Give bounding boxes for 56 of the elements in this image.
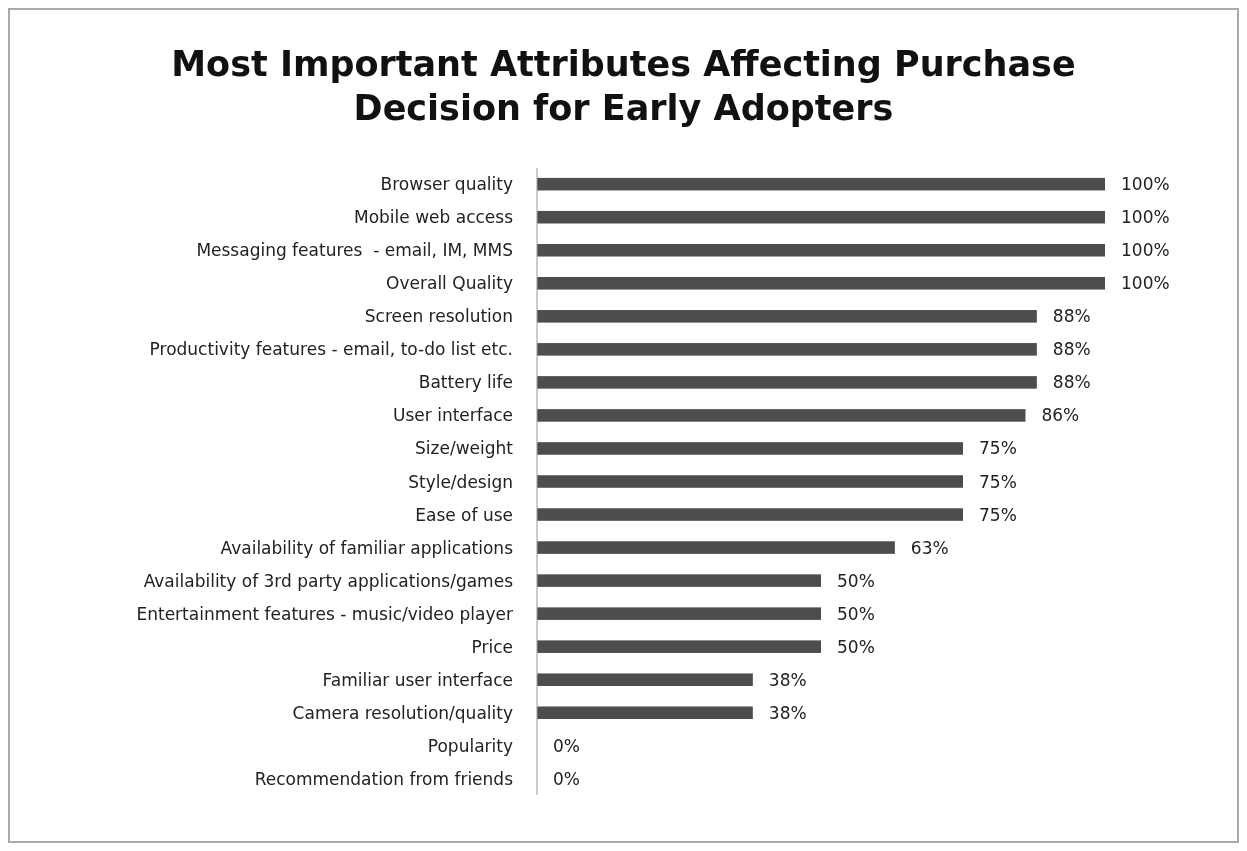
y-tick-label: Productivity features - email, to-do list etc. [149,339,513,360]
data-label: 75% [979,471,1017,492]
data-label: 100% [1121,207,1170,228]
bar [537,376,1037,389]
data-label: 75% [979,504,1017,525]
bar [537,574,821,587]
y-tick-label: Camera resolution/quality [292,702,513,723]
y-tick-label: Messaging features - email, IM, MMS [196,240,513,261]
bar [537,508,963,521]
y-tick-label: Entertainment features - music/video player [136,603,514,624]
y-tick-label: Overall Quality [386,273,513,294]
y-tick-label: Popularity [427,735,513,756]
data-label: 38% [768,669,807,690]
bar [537,343,1037,356]
y-tick-label: Price [471,636,513,657]
data-label: 100% [1121,174,1170,195]
y-tick-label: Browser quality [380,174,513,195]
y-tick-label: Availability of familiar applications [220,537,514,558]
y-tick-label: Familiar user interface [322,669,513,690]
data-label: 50% [837,636,875,657]
bar [537,673,753,686]
y-tick-label: User interface [393,405,513,426]
bar [537,442,963,455]
y-tick-label: Recommendation from friends [254,768,514,789]
data-label: 88% [1052,339,1091,360]
bar [537,177,1105,191]
data-label: 0% [553,768,580,789]
data-label: 50% [837,570,875,591]
bar [537,706,753,720]
y-tick-label: Availability of 3rd party applications/games [143,570,514,591]
y-tick-label: Mobile web access [353,207,514,228]
data-label: 38% [768,702,807,723]
data-label: 100% [1121,273,1170,294]
bar [537,409,1026,422]
data-label: 50% [837,603,875,624]
data-label: 86% [1041,405,1080,426]
bar [537,243,1105,257]
y-tick-label: Screen resolution [364,306,513,327]
bar [537,310,1037,323]
y-tick-label: Battery life [418,372,513,393]
data-label: 63% [910,537,949,558]
bar [537,640,821,653]
y-tick-label: Size/weight [415,438,514,459]
bar [537,607,821,620]
data-label: 88% [1052,372,1091,393]
data-label: 75% [979,438,1017,459]
data-label: 0% [553,735,580,756]
chart-title: Most Important Attributes Affecting Purchase Decision for Early Adopters [171,44,1076,128]
bar [537,475,963,488]
y-tick-label: Style/design [408,471,513,492]
data-label: 88% [1052,306,1091,327]
data-label: 100% [1121,240,1170,261]
bar [537,277,1105,290]
bar [537,541,895,554]
y-tick-label: Ease of use [415,504,513,525]
bar [537,210,1105,224]
